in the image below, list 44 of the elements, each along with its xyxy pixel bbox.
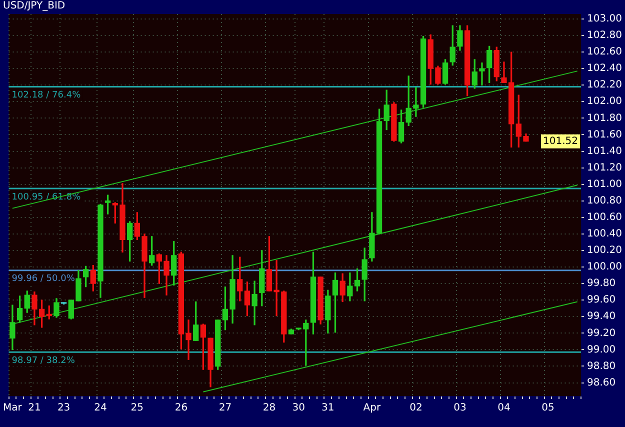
y-tick-label: 101.60 (587, 129, 622, 140)
ref-line-label: 102.18 / 76.4% (12, 90, 82, 101)
x-tick-label: 04 (498, 402, 510, 414)
ref-line-label: 99.96 / 50.0% (12, 274, 76, 284)
x-tick-label: 03 (454, 402, 466, 414)
x-tick-label: 26 (174, 402, 188, 414)
y-tick-label: 99.80 (587, 278, 616, 290)
y-tick-label: 100.00 (587, 262, 622, 273)
x-tick-label: 23 (57, 402, 70, 414)
y-tick-label: 101.00 (587, 178, 622, 190)
x-tick-label: 31 (322, 402, 334, 414)
x-tick-label: 05 (542, 402, 554, 414)
y-tick-label: 102.60 (587, 46, 622, 58)
x-tick-label: Apr (363, 402, 382, 414)
y-tick-label: 103.00 (587, 14, 622, 25)
y-tick-label: 100.40 (587, 228, 622, 240)
x-tick-label: 27 (218, 402, 232, 414)
y-tick-label: 99.60 (587, 294, 616, 306)
y-tick-label: 100.60 (587, 212, 622, 223)
candlestick (479, 62, 485, 86)
x-tick-label: 30 (292, 402, 305, 414)
y-tick-label: 102.00 (587, 96, 622, 108)
y-tick-label: 98.60 (587, 377, 616, 388)
y-tick-label: 99.20 (587, 328, 616, 339)
x-tick-label: Mar (3, 402, 23, 414)
x-tick-label: 21 (28, 402, 41, 414)
y-tick-label: 100.80 (587, 195, 622, 206)
y-tick-label: 102.40 (587, 63, 622, 74)
y-tick-label: 98.80 (587, 360, 616, 372)
y-tick-label: 101.80 (587, 112, 622, 124)
annotation: 101.52 (543, 136, 578, 147)
y-tick-label: 100.20 (587, 245, 622, 256)
y-tick-label: 101.20 (587, 162, 622, 174)
x-tick-label: 02 (410, 402, 422, 414)
chart-title: USD/JPY_BID (3, 0, 66, 12)
x-tick-label: 25 (130, 402, 144, 414)
y-tick-label: 102.20 (587, 80, 622, 91)
x-tick-label: 28 (262, 402, 276, 414)
y-tick-label: 99.00 (587, 344, 616, 356)
x-tick-label: 24 (94, 402, 107, 414)
ref-line-label: 98.97 / 38.2% (12, 356, 76, 366)
y-tick-label: 99.40 (587, 311, 616, 322)
y-tick-label: 102.80 (587, 30, 622, 42)
y-tick-label: 101.40 (587, 146, 622, 157)
